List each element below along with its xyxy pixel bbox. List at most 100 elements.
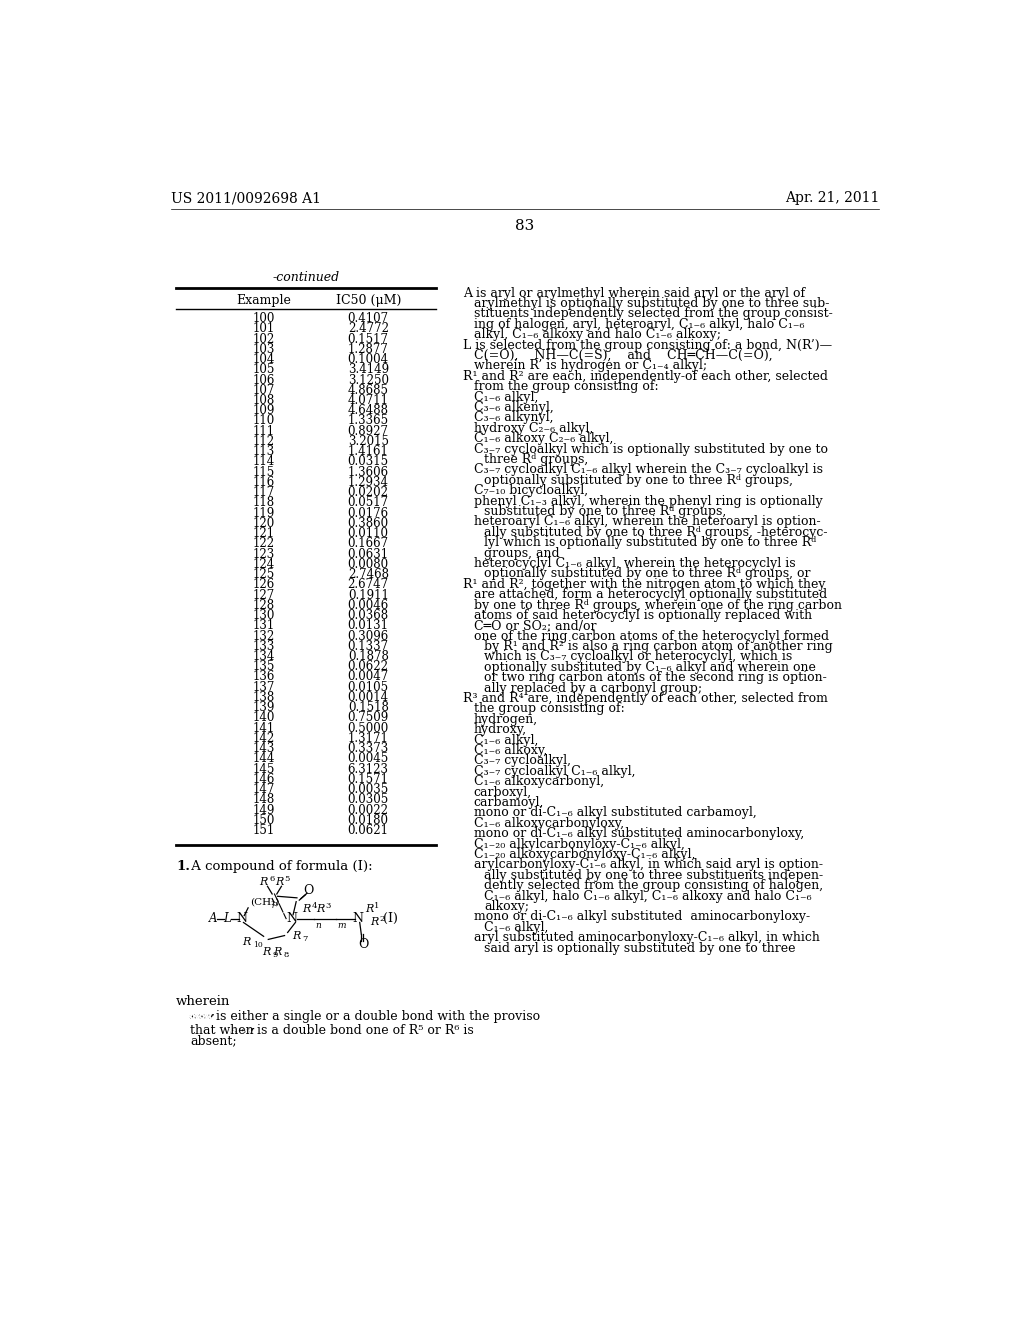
Text: R: R [259, 878, 268, 887]
Text: 138: 138 [253, 690, 274, 704]
Text: L: L [223, 912, 231, 925]
Text: R: R [365, 904, 373, 913]
Text: 145: 145 [253, 763, 274, 776]
Text: 0.1571: 0.1571 [348, 774, 389, 785]
Text: 142: 142 [253, 733, 274, 744]
Text: 0.0080: 0.0080 [348, 558, 389, 570]
Text: 0.0022: 0.0022 [348, 804, 389, 817]
Text: 126: 126 [253, 578, 274, 591]
Text: 0.0046: 0.0046 [347, 599, 389, 611]
Text: O: O [358, 939, 369, 952]
Text: 122: 122 [253, 537, 274, 550]
Text: by one to three Rᵈ groups, wherein one of the ring carbon: by one to three Rᵈ groups, wherein one o… [474, 598, 842, 611]
Text: R: R [292, 931, 300, 941]
Text: or two ring carbon atoms of the second ring is option-: or two ring carbon atoms of the second r… [484, 672, 827, 684]
Text: C₁₋₆ alkyl,: C₁₋₆ alkyl, [484, 921, 549, 933]
Text: (I): (I) [383, 912, 397, 925]
Text: 143: 143 [253, 742, 274, 755]
Text: dently selected from the group consisting of halogen,: dently selected from the group consistin… [484, 879, 823, 892]
Text: 2.7468: 2.7468 [348, 568, 389, 581]
Text: 130: 130 [253, 609, 274, 622]
Text: from the group consisting of:: from the group consisting of: [474, 380, 658, 393]
Text: 107: 107 [253, 384, 274, 397]
Text: R: R [262, 946, 271, 957]
Text: 127: 127 [253, 589, 274, 602]
Text: 0.0047: 0.0047 [347, 671, 389, 684]
Text: 133: 133 [253, 640, 274, 653]
Text: is either a single or a double bond with the proviso: is either a single or a double bond with… [216, 1010, 541, 1023]
Text: 0.0622: 0.0622 [348, 660, 389, 673]
Text: 0.0131: 0.0131 [348, 619, 389, 632]
Text: R: R [302, 904, 310, 913]
Text: 149: 149 [253, 804, 274, 817]
Text: L is selected from the group consisting of: a bond, N(R’)—: L is selected from the group consisting … [463, 339, 831, 351]
Text: 148: 148 [253, 793, 274, 807]
Text: m: m [337, 921, 346, 931]
Text: N: N [237, 912, 248, 925]
Text: 0.0110: 0.0110 [348, 527, 389, 540]
Text: 1.3365: 1.3365 [348, 414, 389, 428]
Text: A: A [209, 912, 217, 925]
Text: carboxyl,: carboxyl, [474, 785, 531, 799]
Text: carbamoyl,: carbamoyl, [474, 796, 544, 809]
Text: wherein R’ is hydrogen or C₁₋₄ alkyl;: wherein R’ is hydrogen or C₁₋₄ alkyl; [474, 359, 707, 372]
Text: 109: 109 [253, 404, 274, 417]
Text: C═O or SO₂; and/or: C═O or SO₂; and/or [474, 619, 596, 632]
Text: 141: 141 [253, 722, 274, 735]
Text: 0.0202: 0.0202 [348, 486, 389, 499]
Text: C₁₋₆ alkyl,: C₁₋₆ alkyl, [474, 734, 538, 747]
Text: 147: 147 [253, 783, 274, 796]
Text: optionally substituted by one to three Rᵈ groups, or: optionally substituted by one to three R… [484, 568, 811, 581]
Text: 1.2934: 1.2934 [348, 477, 389, 488]
Text: 3.1250: 3.1250 [348, 374, 389, 387]
Text: 0.1878: 0.1878 [348, 649, 389, 663]
Text: C₁₋₆ alkyl, halo C₁₋₆ alkyl, C₁₋₆ alkoxy and halo C₁₋₆: C₁₋₆ alkyl, halo C₁₋₆ alkyl, C₁₋₆ alkoxy… [484, 890, 812, 903]
Text: 135: 135 [253, 660, 274, 673]
Text: 3: 3 [326, 902, 331, 909]
Text: 0.7509: 0.7509 [347, 711, 389, 725]
Text: 7: 7 [302, 935, 308, 942]
Text: substituted by one to three Rᵈ groups,: substituted by one to three Rᵈ groups, [484, 506, 727, 517]
Text: alkyl, C₁₋₆ alkoxy and halo C₁₋₆ alkoxy;: alkyl, C₁₋₆ alkoxy and halo C₁₋₆ alkoxy; [474, 329, 721, 342]
Text: 136: 136 [253, 671, 274, 684]
Text: IC50 (μM): IC50 (μM) [336, 293, 401, 306]
Text: ally replaced by a carbonyl group;: ally replaced by a carbonyl group; [484, 681, 702, 694]
Text: is a double bond one of R⁵ or R⁶ is: is a double bond one of R⁵ or R⁶ is [257, 1024, 473, 1036]
Text: phenyl C₁₋₃ alkyl, wherein the phenyl ring is optionally: phenyl C₁₋₃ alkyl, wherein the phenyl ri… [474, 495, 822, 508]
Text: 112: 112 [253, 436, 274, 447]
Text: 0.5000: 0.5000 [347, 722, 389, 735]
Text: 101: 101 [253, 322, 274, 335]
Text: 1.2877: 1.2877 [348, 343, 389, 356]
Text: 103: 103 [253, 343, 274, 356]
Text: ing of halogen, aryl, heteroaryl, C₁₋₆ alkyl, halo C₁₋₆: ing of halogen, aryl, heteroaryl, C₁₋₆ a… [474, 318, 804, 331]
Text: 134: 134 [253, 649, 274, 663]
Text: three Rᵈ groups,: three Rᵈ groups, [484, 453, 589, 466]
Text: R: R [274, 878, 284, 887]
Text: 0.1667: 0.1667 [348, 537, 389, 550]
Text: 151: 151 [253, 824, 274, 837]
Text: R: R [243, 937, 251, 946]
Text: one of the ring carbon atoms of the heterocyclyl formed: one of the ring carbon atoms of the hete… [474, 630, 828, 643]
Text: R¹ and R² are each, independently-of each other, selected: R¹ and R² are each, independently-of eac… [463, 370, 827, 383]
Text: 113: 113 [253, 445, 274, 458]
Text: C₃₋₇ cycloalkyl C₁₋₆ alkyl,: C₃₋₇ cycloalkyl C₁₋₆ alkyl, [474, 764, 635, 777]
Text: alkoxy;: alkoxy; [484, 900, 529, 913]
Text: 0.1518: 0.1518 [348, 701, 389, 714]
Text: 1.4161: 1.4161 [348, 445, 389, 458]
Text: 120: 120 [253, 517, 274, 529]
Text: A is aryl or arylmethyl wherein said aryl or the aryl of: A is aryl or arylmethyl wherein said ary… [463, 286, 805, 300]
Text: heterocyclyl C₁₋₆ alkyl, wherein the heterocyclyl is: heterocyclyl C₁₋₆ alkyl, wherein the het… [474, 557, 796, 570]
Text: (CH₂): (CH₂) [250, 898, 280, 907]
Text: C₁₋₂₀ alkoxycarbonyloxy-C₁₋₆ alkyl,: C₁₋₂₀ alkoxycarbonyloxy-C₁₋₆ alkyl, [474, 847, 695, 861]
Text: 6.3123: 6.3123 [348, 763, 389, 776]
Text: heteroaryl C₁₋₆ alkyl, wherein the heteroaryl is option-: heteroaryl C₁₋₆ alkyl, wherein the heter… [474, 515, 820, 528]
Text: Apr. 21, 2011: Apr. 21, 2011 [784, 191, 879, 206]
Text: C₃₋₇ cycloalkyl which is optionally substituted by one to: C₃₋₇ cycloalkyl which is optionally subs… [474, 442, 827, 455]
Text: C₁₋₂₀ alkylcarbonyloxy-C₁₋₆ alkyl,: C₁₋₂₀ alkylcarbonyloxy-C₁₋₆ alkyl, [474, 838, 684, 850]
Text: 1.3606: 1.3606 [348, 466, 389, 479]
Text: 121: 121 [253, 527, 274, 540]
Text: 111: 111 [253, 425, 274, 438]
Text: 0.1517: 0.1517 [348, 333, 389, 346]
Text: 0.8927: 0.8927 [348, 425, 389, 438]
Text: hydrogen,: hydrogen, [474, 713, 538, 726]
